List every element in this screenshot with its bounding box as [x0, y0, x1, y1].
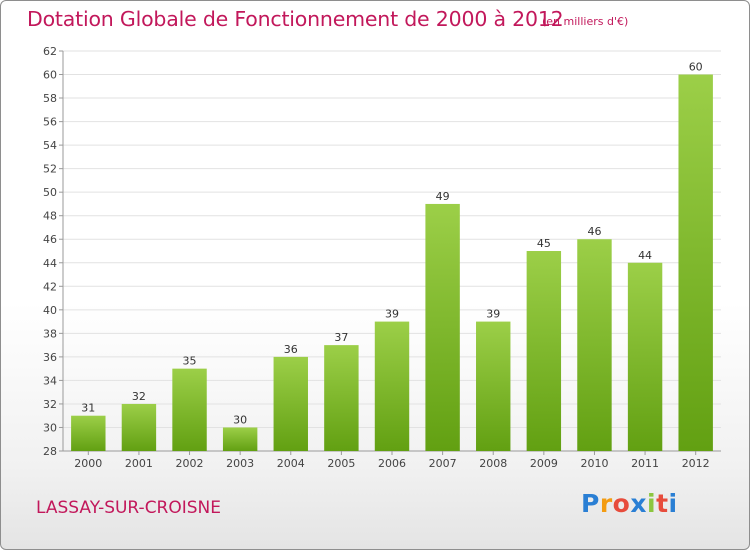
commune-name: LASSAY-SUR-CROISNE — [36, 498, 222, 518]
value-label: 32 — [132, 390, 146, 403]
chart-title: Dotation Globale de Fonctionnement de 20… — [27, 7, 564, 31]
y-tick-label: 54 — [43, 139, 57, 152]
y-tick-label: 36 — [43, 351, 57, 364]
x-tick-label: 2003 — [226, 457, 254, 470]
x-tick-label: 2000 — [74, 457, 102, 470]
x-tick-label: 2002 — [176, 457, 204, 470]
x-tick-label: 2005 — [327, 457, 355, 470]
proxiti-logo[interactable]: Proxiti — [581, 489, 678, 518]
bar-2006[interactable] — [374, 321, 410, 451]
logo-letter: i — [668, 489, 678, 518]
y-tick-label: 44 — [43, 257, 57, 270]
bar-2001[interactable] — [121, 403, 157, 451]
bar-2000[interactable] — [71, 415, 106, 451]
logo-letter: i — [647, 489, 657, 518]
value-label: 46 — [587, 225, 601, 238]
x-tick-label: 2011 — [631, 457, 659, 470]
x-tick-label: 2008 — [479, 457, 507, 470]
bar-2008[interactable] — [476, 321, 511, 451]
bar-2007[interactable] — [425, 203, 460, 451]
value-label: 39 — [486, 308, 500, 321]
y-tick-label: 40 — [43, 304, 57, 317]
value-label: 39 — [385, 308, 399, 321]
value-label: 49 — [436, 190, 450, 203]
value-label: 37 — [334, 331, 348, 344]
bar-2012[interactable] — [678, 74, 713, 451]
logo-letter: x — [630, 489, 647, 518]
x-tick-label: 2006 — [378, 457, 406, 470]
y-tick-label: 48 — [43, 210, 57, 223]
y-tick-label: 34 — [43, 374, 57, 387]
value-label: 31 — [81, 402, 95, 415]
y-tick-label: 46 — [43, 233, 57, 246]
y-tick-label: 62 — [43, 45, 57, 58]
bar-2011[interactable] — [627, 262, 663, 451]
x-tick-label: 2009 — [530, 457, 558, 470]
logo-letter: P — [581, 489, 600, 518]
chart-unit: (en milliers d'€) — [542, 15, 629, 28]
y-tick-label: 32 — [43, 398, 57, 411]
bar-2003[interactable] — [222, 427, 258, 451]
value-label: 30 — [233, 413, 247, 426]
bar-2002[interactable] — [172, 368, 207, 451]
y-tick-label: 60 — [43, 69, 57, 82]
y-tick-label: 28 — [43, 445, 57, 458]
logo-letter: o — [612, 489, 631, 518]
value-label: 44 — [638, 249, 652, 262]
logo-letter: t — [656, 489, 669, 518]
bar-2010[interactable] — [577, 239, 612, 451]
logo-letter: r — [599, 489, 613, 518]
value-label: 36 — [284, 343, 298, 356]
bar-2009[interactable] — [526, 251, 562, 451]
y-tick-label: 50 — [43, 186, 57, 199]
y-tick-label: 42 — [43, 280, 57, 293]
y-tick-label: 52 — [43, 163, 57, 176]
value-label: 60 — [689, 61, 703, 74]
x-tick-label: 2012 — [682, 457, 710, 470]
bar-2004[interactable] — [273, 356, 308, 451]
value-label: 35 — [183, 355, 197, 368]
x-tick-label: 2004 — [277, 457, 305, 470]
y-tick-label: 58 — [43, 92, 57, 105]
bar-2005[interactable] — [324, 345, 359, 451]
x-tick-label: 2010 — [580, 457, 608, 470]
value-label: 45 — [537, 237, 551, 250]
y-tick-label: 30 — [43, 421, 57, 434]
x-tick-label: 2001 — [125, 457, 153, 470]
x-tick-label: 2007 — [429, 457, 457, 470]
labels: 28 30 32 34 36 38 40 42 44 46 48 50 52 54 56 58 60 62 31 20… — [43, 45, 710, 470]
y-tick-label: 56 — [43, 116, 57, 129]
bars — [71, 74, 713, 451]
y-tick-label: 38 — [43, 327, 57, 340]
